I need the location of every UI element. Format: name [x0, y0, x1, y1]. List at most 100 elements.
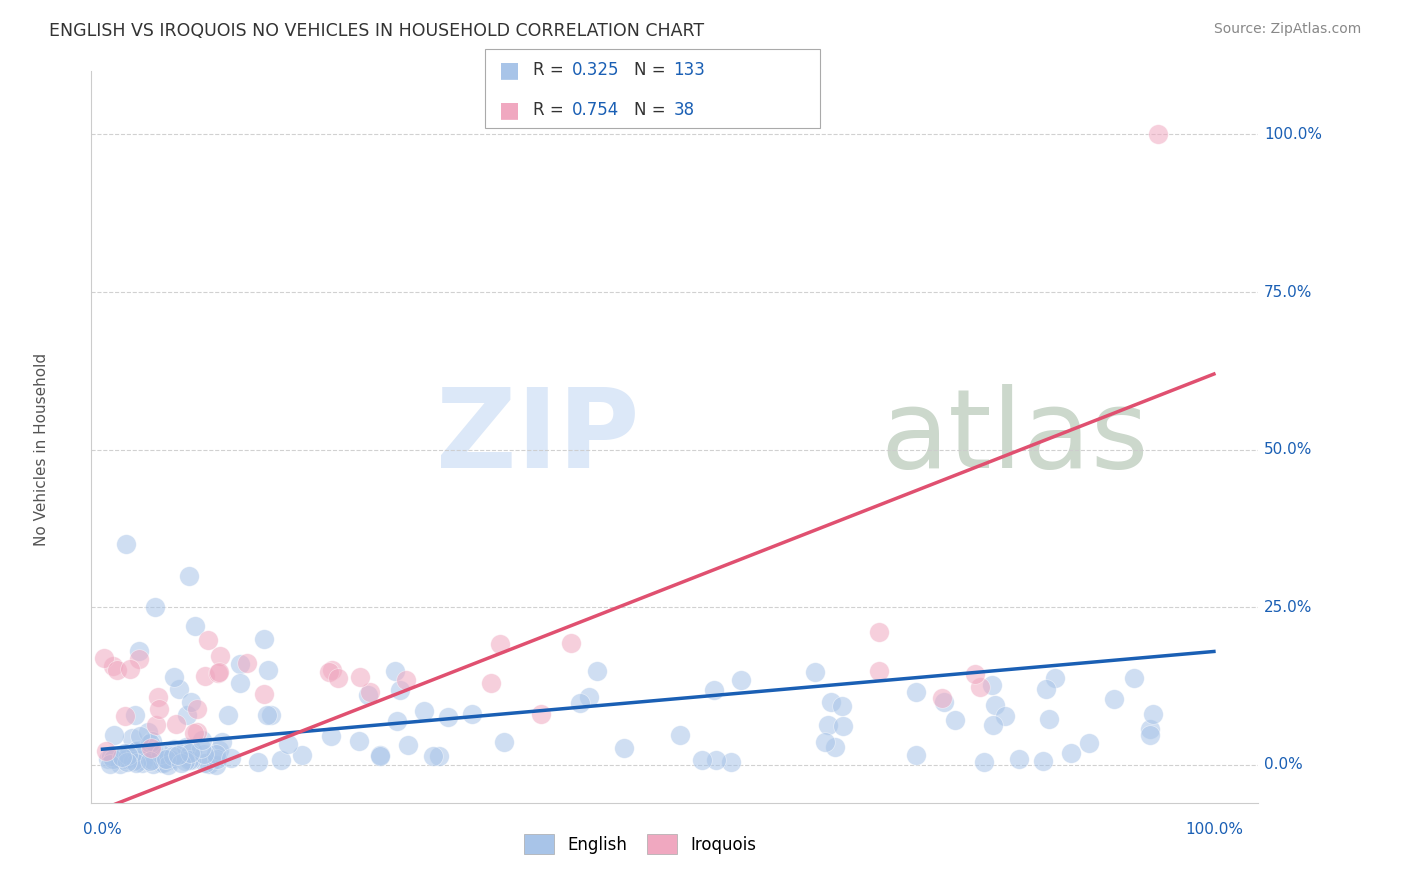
Point	[973, 755, 995, 769]
Point	[180, 753, 202, 767]
Point	[492, 735, 515, 749]
Point	[347, 733, 370, 747]
Point	[114, 709, 136, 723]
Point	[197, 756, 219, 771]
Point	[141, 734, 163, 748]
Text: 0.754: 0.754	[572, 102, 620, 120]
Point	[396, 739, 419, 753]
Text: 100.0%: 100.0%	[1264, 127, 1322, 142]
Point	[128, 652, 150, 666]
Point	[167, 682, 190, 697]
Point	[703, 683, 725, 698]
Point	[984, 698, 1007, 712]
Point	[260, 707, 283, 722]
Point	[211, 735, 233, 749]
Point	[209, 649, 232, 664]
Point	[127, 743, 149, 757]
Point	[190, 741, 212, 756]
Point	[981, 718, 1004, 732]
Point	[145, 717, 167, 731]
Point	[868, 624, 890, 639]
Text: ENGLISH VS IROQUOIS NO VEHICLES IN HOUSEHOLD CORRELATION CHART: ENGLISH VS IROQUOIS NO VEHICLES IN HOUSE…	[49, 22, 704, 40]
Point	[205, 752, 228, 766]
Point	[831, 698, 853, 713]
Point	[359, 685, 381, 699]
Text: 0.0%: 0.0%	[83, 822, 122, 837]
Point	[824, 740, 846, 755]
Point	[994, 709, 1017, 723]
Point	[148, 702, 170, 716]
Point	[176, 707, 198, 722]
Point	[965, 666, 987, 681]
Point	[349, 670, 371, 684]
Point	[730, 673, 752, 688]
Point	[117, 747, 139, 762]
Text: 25.0%: 25.0%	[1264, 599, 1312, 615]
Point	[1008, 752, 1031, 766]
Point	[159, 751, 181, 765]
Text: ■: ■	[499, 61, 520, 80]
Point	[124, 707, 146, 722]
Point	[131, 756, 153, 770]
Text: 133: 133	[673, 62, 706, 79]
Point	[412, 704, 434, 718]
Point	[384, 665, 406, 679]
Point	[186, 724, 208, 739]
Point	[197, 632, 219, 647]
Point	[422, 748, 444, 763]
Point	[125, 756, 148, 770]
Point	[167, 747, 190, 762]
Text: atlas: atlas	[880, 384, 1149, 491]
Point	[690, 754, 713, 768]
Text: No Vehicles in Household: No Vehicles in Household	[34, 353, 49, 546]
Point	[931, 690, 953, 705]
Point	[139, 736, 162, 750]
Point	[97, 752, 120, 766]
Point	[139, 754, 162, 768]
Point	[110, 752, 132, 766]
Point	[101, 659, 124, 673]
Point	[904, 748, 927, 763]
Point	[1102, 691, 1125, 706]
Point	[120, 662, 142, 676]
Point	[217, 707, 239, 722]
Point	[183, 725, 205, 739]
Point	[170, 756, 193, 770]
Point	[253, 632, 276, 646]
Point	[981, 678, 1004, 692]
Point	[370, 748, 392, 763]
Point	[1147, 128, 1170, 142]
Legend: English, Iroquois: English, Iroquois	[517, 828, 763, 860]
Text: 38: 38	[673, 102, 695, 120]
Point	[1142, 706, 1164, 721]
Point	[943, 713, 966, 727]
Point	[1122, 671, 1144, 685]
Point	[96, 744, 118, 758]
Point	[437, 710, 460, 724]
Point	[578, 690, 600, 704]
Point	[321, 730, 343, 744]
Point	[669, 728, 692, 742]
Point	[389, 683, 412, 698]
Point	[156, 758, 179, 772]
Point	[193, 747, 215, 762]
Point	[817, 717, 839, 731]
Point	[820, 695, 842, 709]
Point	[93, 651, 115, 665]
Point	[290, 747, 312, 762]
Point	[128, 753, 150, 767]
Point	[461, 706, 484, 721]
Point	[155, 751, 177, 765]
Point	[162, 748, 184, 763]
Point	[277, 737, 299, 751]
Point	[229, 676, 252, 690]
Point	[427, 749, 450, 764]
Point	[479, 676, 502, 690]
Point	[1060, 747, 1083, 761]
Text: 0.325: 0.325	[572, 62, 620, 79]
Point	[387, 714, 409, 728]
Text: 0.0%: 0.0%	[1264, 757, 1303, 772]
Point	[1077, 735, 1099, 749]
Point	[256, 664, 278, 678]
Point	[141, 753, 163, 767]
